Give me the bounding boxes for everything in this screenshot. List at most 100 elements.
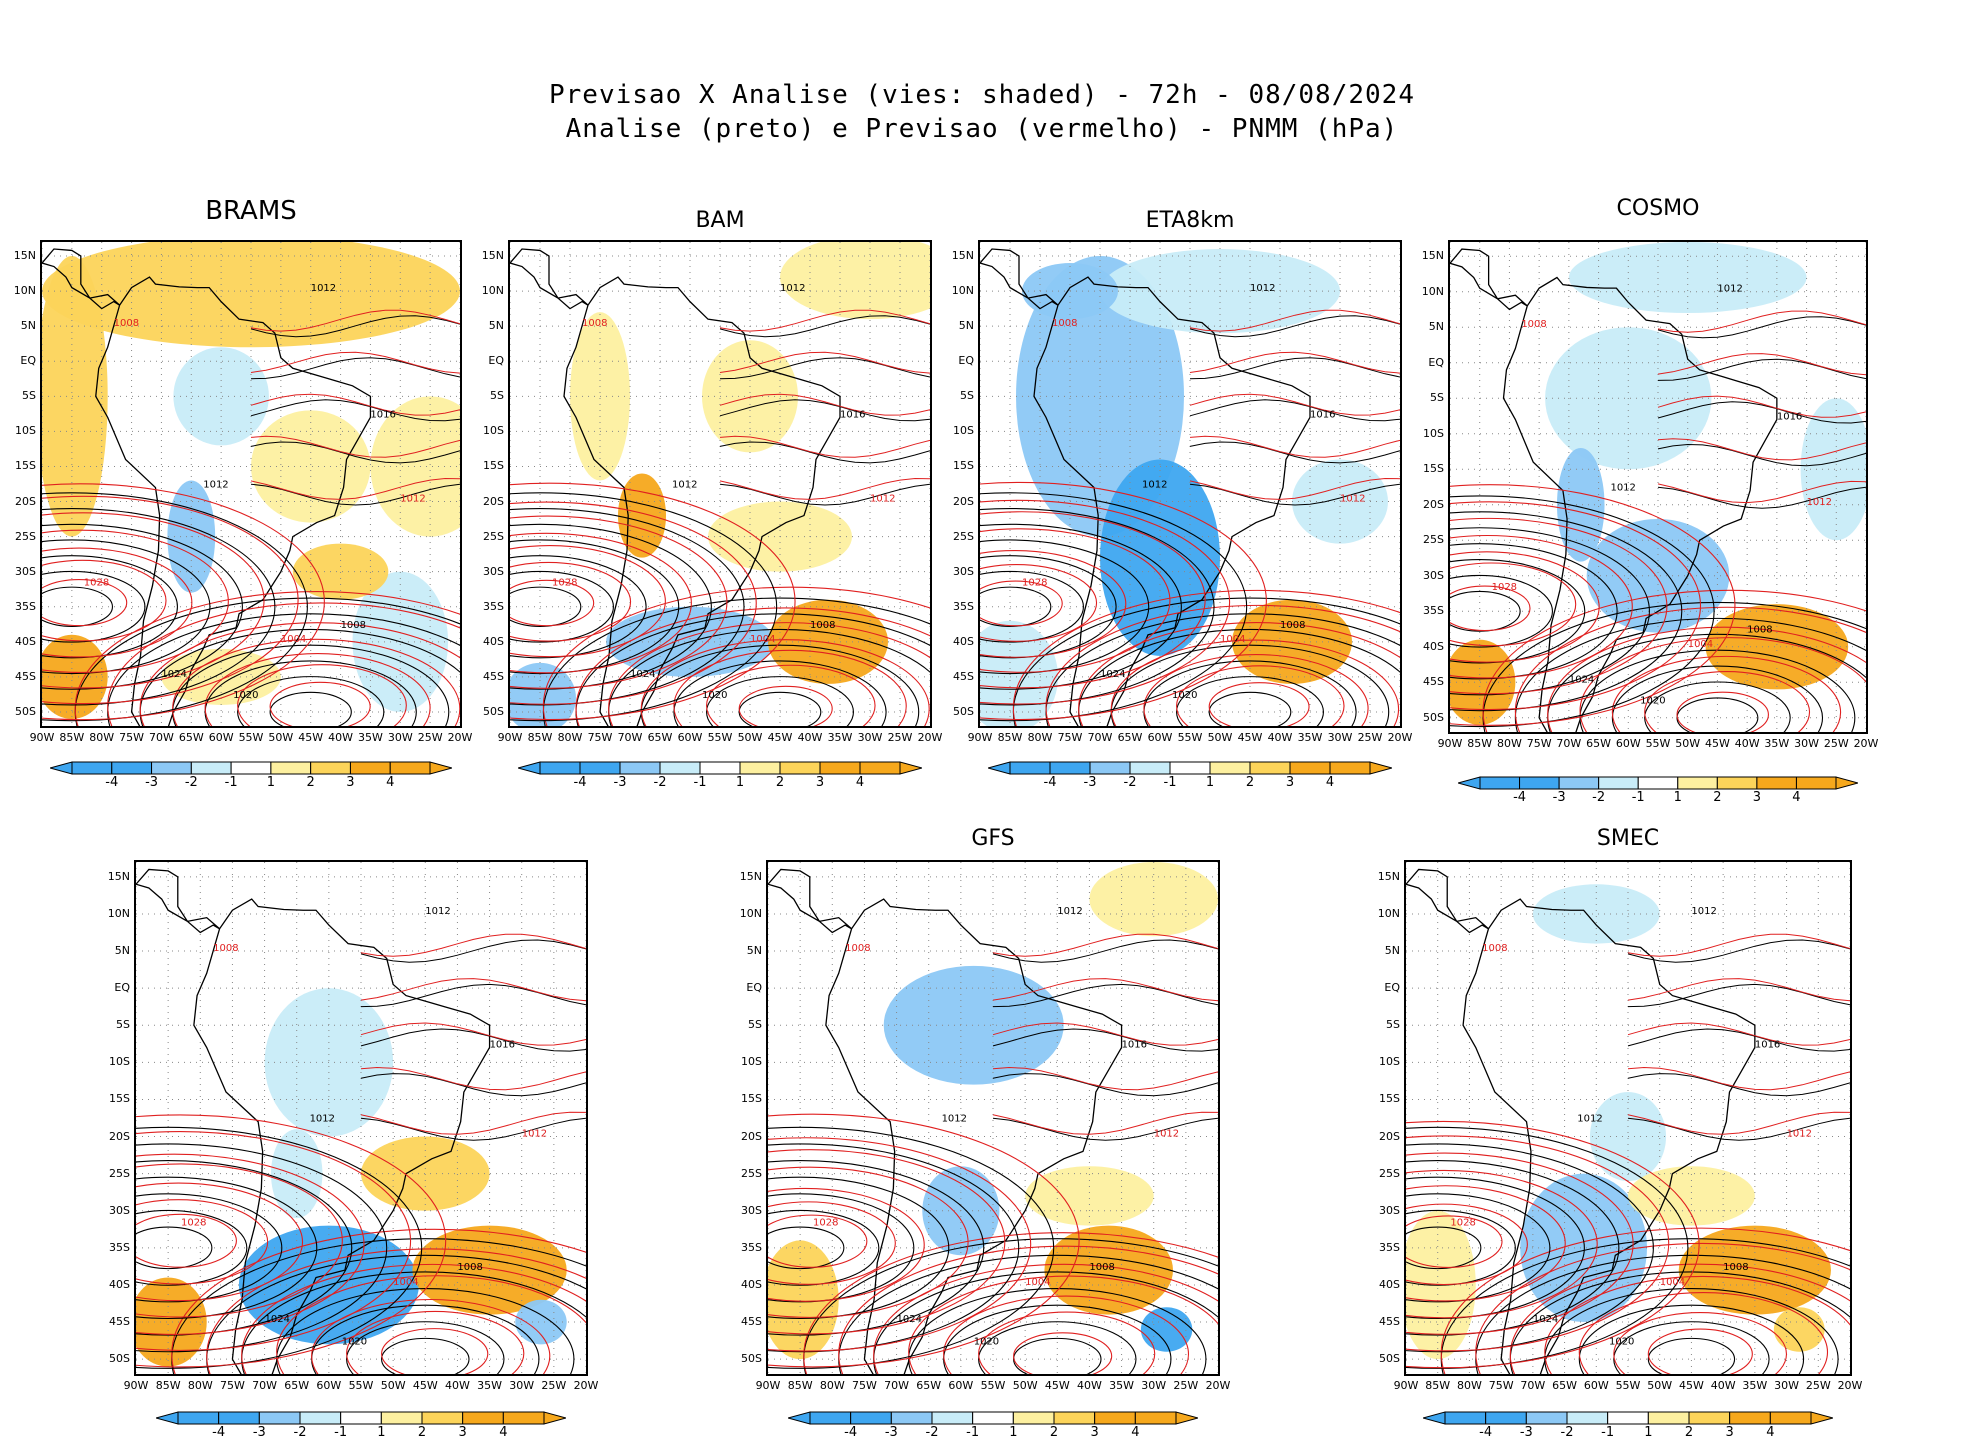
lon-tick-label: 30W xyxy=(387,731,413,744)
forecast-isobar xyxy=(768,1187,925,1302)
lon-tick-label: 30W xyxy=(509,1379,535,1392)
lon-tick-label: 40W xyxy=(797,731,823,744)
colorbar-right-arrow xyxy=(1835,776,1860,790)
isobar-label: 1008 xyxy=(114,318,139,329)
colorbar-segment xyxy=(190,761,232,775)
lon-tick-label: 35W xyxy=(1109,1379,1134,1392)
analysis-isobar xyxy=(1189,399,1400,422)
forecast-isobar xyxy=(1143,654,1369,726)
lon-tick-label: 20W xyxy=(917,731,943,744)
forecast-isobar xyxy=(980,563,1098,642)
isobar-label: 1012 xyxy=(870,494,895,505)
forecast-isobar xyxy=(908,1275,1218,1374)
forecast-isobar xyxy=(250,393,460,416)
forecast-isobar xyxy=(992,1022,1218,1046)
lat-tick-label: 25S xyxy=(483,529,504,543)
lat-tick-label: 10S xyxy=(15,424,36,438)
forecast-isobar xyxy=(768,1201,896,1285)
analysis-isobar xyxy=(768,1176,950,1320)
lat-tick-label: 15S xyxy=(109,1092,130,1106)
lon-tick-label: 50W xyxy=(1012,1379,1038,1392)
central-america-outline xyxy=(510,248,589,310)
colorbar-segment xyxy=(1089,761,1131,775)
forecast-isobar xyxy=(42,579,128,627)
colorbar-segment xyxy=(1485,1411,1527,1425)
lat-tick-label: 35S xyxy=(953,599,974,613)
isobar-label: 1012 xyxy=(672,480,697,491)
lon-tick-label: 30W xyxy=(1794,737,1819,750)
lat-tick-label: 15N xyxy=(107,869,130,883)
forecast-isobar xyxy=(1627,933,1850,957)
lon-tick-label: 60W xyxy=(316,1379,342,1392)
lat-tick-label: 10S xyxy=(1423,426,1444,440)
south-america-outline xyxy=(1033,276,1311,726)
analysis-isobar xyxy=(1406,1209,1516,1286)
lat-tick-label: 5S xyxy=(1430,391,1444,405)
lat-tick-label: 15N xyxy=(481,249,504,263)
lon-tick-label: 85W xyxy=(997,731,1023,744)
lat-tick-label: 25S xyxy=(15,529,36,543)
lon-tick-label: 45W xyxy=(767,731,793,744)
analysis-isobar xyxy=(1544,1287,1839,1374)
bias-shade-neg3 xyxy=(1520,1173,1648,1323)
lon-tick-label: 70W xyxy=(148,731,174,744)
lon-tick-label: 70W xyxy=(884,1379,909,1392)
colorbar-label: -3 xyxy=(1552,790,1566,805)
lat-tick-label: 15N xyxy=(13,249,36,263)
lon-tick-label: 40W xyxy=(328,731,353,744)
colorbar-segment xyxy=(1289,761,1331,775)
isobar-label: 1004 xyxy=(281,634,306,645)
colorbar-right-arrow xyxy=(1810,1411,1835,1425)
colorbar-label: 3 xyxy=(1285,775,1295,790)
colorbar-left-arrow xyxy=(516,761,541,775)
lon-tick-label: 90W xyxy=(755,1379,781,1392)
colorbar-segment xyxy=(1566,1411,1609,1425)
colorbar-label: 1 xyxy=(1205,775,1215,790)
analysis-isobar xyxy=(908,1287,1207,1374)
forecast-isobar xyxy=(673,649,907,726)
lat-tick-label: 10S xyxy=(483,424,504,438)
forecast-isobar xyxy=(768,1214,868,1268)
colorbar-label: 3 xyxy=(346,775,355,790)
colorbar-segment xyxy=(1129,761,1171,775)
colorbar-segment xyxy=(258,1411,301,1425)
colorbar-label: -4 xyxy=(1513,790,1527,805)
lon-tick-label: 75W xyxy=(219,1379,245,1392)
isobar-label: 1012 xyxy=(1577,1114,1602,1125)
lat-tick-label: 30S xyxy=(109,1203,130,1217)
lon-tick-label: 40W xyxy=(1734,737,1760,750)
colorbar-segment xyxy=(1009,761,1051,775)
analysis-isobar xyxy=(1450,559,1586,664)
lon-tick-label: 60W xyxy=(1583,1379,1609,1392)
lon-tick-label: 75W xyxy=(119,731,144,744)
analysis-isobar xyxy=(768,1226,845,1270)
analysis-isobar xyxy=(510,539,680,675)
isobar-label: 1020 xyxy=(702,690,727,701)
forecast-isobar xyxy=(276,1275,586,1374)
lat-tick-label: 40S xyxy=(1379,1277,1400,1291)
lon-tick-label: 50W xyxy=(1675,737,1701,750)
map-plot-area: 1028 1020 1008 1012 1016 1012 1008 1012 1024 1004 xyxy=(1404,860,1852,1376)
colorbar-segment xyxy=(502,1411,545,1425)
colorbar-right-arrow xyxy=(899,761,924,775)
isobar-label: 1020 xyxy=(342,1336,367,1347)
forecast-isobar xyxy=(1078,622,1400,726)
map-svg: 1028 1020 1008 1012 1016 1012 1008 1012 1024 1004 xyxy=(510,242,930,726)
forecast-isobar xyxy=(719,351,930,374)
analysis-isobar xyxy=(360,1117,586,1141)
isobar-label: 1008 xyxy=(1521,319,1546,330)
colorbar-segment xyxy=(1688,1411,1731,1425)
lon-tick-label: 40W xyxy=(1267,731,1293,744)
lon-tick-label: 85W xyxy=(1425,1379,1451,1392)
analysis-isobar xyxy=(1406,1226,1482,1270)
forecast-isobar xyxy=(943,1295,1190,1374)
isobar-label: 1008 xyxy=(1052,318,1077,329)
bias-shade-neg2 xyxy=(271,1129,323,1219)
colorbar-segment xyxy=(111,761,153,775)
isobar-label: 1012 xyxy=(1340,494,1365,505)
colorbar-segment xyxy=(779,761,821,775)
lat-tick-label: 15S xyxy=(483,459,504,473)
isobar-label: 1008 xyxy=(1747,625,1772,636)
isobar-label: 1028 xyxy=(1492,582,1517,593)
colorbar-label: 2 xyxy=(1684,1425,1694,1440)
